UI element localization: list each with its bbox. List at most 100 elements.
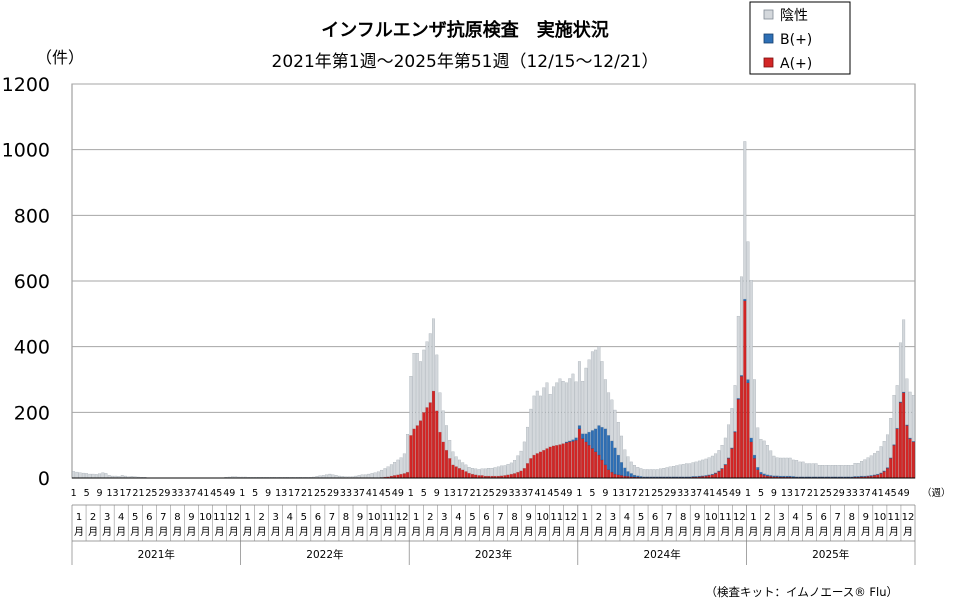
bar-negative [389, 464, 393, 477]
bar-negative [565, 382, 568, 443]
bar-negative [688, 463, 692, 477]
month-suffix-label: 月 [88, 526, 98, 538]
x-week-tick-label: 49 [898, 488, 910, 499]
month-suffix-label: 月 [397, 526, 407, 538]
month-suffix-label: 月 [425, 526, 435, 538]
month-suffix-label: 月 [467, 526, 477, 538]
bar-negative [552, 386, 555, 446]
month-suffix-label: 月 [594, 526, 604, 538]
legend-swatch-a [763, 57, 774, 68]
year-label: 2023年 [475, 548, 512, 561]
bar-negative [873, 453, 876, 475]
y-tick-label: 600 [14, 271, 50, 293]
month-suffix-label: 月 [552, 526, 562, 538]
x-week-tick-label: 17 [288, 488, 300, 499]
bar-a-positive [581, 438, 585, 479]
legend-label-negative: 陰性 [780, 8, 808, 24]
bar-negative [558, 378, 562, 445]
x-week-tick-label: 21 [470, 488, 482, 499]
bar-negative [707, 457, 711, 475]
bar-a-positive [542, 449, 546, 479]
legend-swatch-b [763, 33, 774, 44]
y-tick-label: 1200 [2, 74, 50, 96]
bar-negative [419, 361, 422, 421]
x-week-tick-label: 37 [859, 488, 871, 499]
month-suffix-label: 月 [875, 526, 885, 538]
month-suffix-label: 月 [678, 526, 688, 538]
bar-negative [834, 465, 838, 477]
bar-negative [769, 450, 773, 476]
bar-b-positive [587, 431, 591, 446]
month-suffix-label: 月 [257, 526, 267, 538]
bar-negative [561, 380, 565, 444]
bar-negative [91, 473, 95, 479]
bar-a-positive [470, 473, 474, 479]
month-suffix-label: 月 [510, 526, 520, 538]
month-suffix-label: 月 [720, 526, 730, 538]
month-number-label: 3 [273, 512, 279, 523]
month-suffix-label: 月 [903, 526, 913, 538]
bar-negative [727, 424, 731, 458]
x-week-tick-label: 21 [638, 488, 650, 499]
x-week-tick-label: 5 [252, 488, 258, 499]
month-number-label: 2 [258, 512, 264, 523]
bar-negative [506, 464, 510, 475]
month-number-label: 12 [227, 512, 240, 523]
bar-b-positive [633, 474, 636, 478]
bar-negative [646, 469, 649, 477]
x-week-tick-label: 29 [327, 488, 339, 499]
bar-a-positive [526, 463, 529, 479]
month-suffix-label: 月 [369, 526, 379, 538]
month-suffix-label: 月 [215, 526, 225, 538]
bar-a-positive [743, 300, 747, 479]
bar-a-positive [532, 454, 536, 479]
bar-negative [814, 463, 818, 477]
x-week-tick-label: 33 [509, 488, 521, 499]
x-week-tick-label: 13 [106, 488, 118, 499]
month-number-label: 1 [413, 512, 419, 523]
bar-negative [402, 453, 406, 474]
bar-negative [370, 473, 374, 479]
x-week-tick-label: 41 [872, 488, 884, 499]
bar-a-positive [458, 467, 461, 479]
month-number-label: 2 [764, 512, 770, 523]
bar-a-positive [905, 425, 909, 479]
bar-negative [519, 450, 523, 471]
month-number-label: 4 [624, 512, 630, 523]
bar-negative [590, 351, 594, 431]
bar-negative [766, 445, 769, 475]
month-number-label: 5 [132, 512, 138, 523]
bar-negative [785, 457, 789, 477]
bar-negative [655, 469, 659, 477]
bar-a-positive [590, 448, 594, 479]
month-number-label: 1 [76, 512, 82, 523]
x-week-tick-label: 9 [771, 488, 777, 499]
bar-a-positive [740, 376, 743, 479]
bar-negative [396, 459, 400, 475]
bar-negative [788, 457, 792, 477]
bar-a-positive [597, 454, 601, 479]
month-number-label: 1 [750, 512, 756, 523]
bar-a-positive [545, 448, 549, 479]
month-suffix-label: 月 [762, 526, 772, 538]
bar-a-positive [432, 390, 435, 479]
bar-a-positive [603, 464, 607, 479]
bar-a-positive [425, 407, 429, 479]
bar-negative [642, 469, 646, 477]
month-number-label: 1 [582, 512, 588, 523]
bar-negative [626, 456, 630, 472]
bar-negative [529, 408, 533, 459]
x-week-tick-label: 49 [223, 488, 235, 499]
x-week-tick-label: 49 [392, 488, 404, 499]
bar-negative [840, 465, 844, 477]
bar-negative [104, 473, 108, 479]
bar-a-positive [892, 445, 896, 479]
year-label: 2025年 [812, 548, 849, 561]
bar-negative [730, 408, 734, 448]
month-number-label: 8 [511, 512, 517, 523]
x-week-tick-label: 25 [483, 488, 495, 499]
x-week-tick-label: 37 [353, 488, 365, 499]
bar-negative [477, 469, 481, 476]
month-number-label: 6 [483, 512, 489, 523]
month-number-label: 2 [596, 512, 602, 523]
